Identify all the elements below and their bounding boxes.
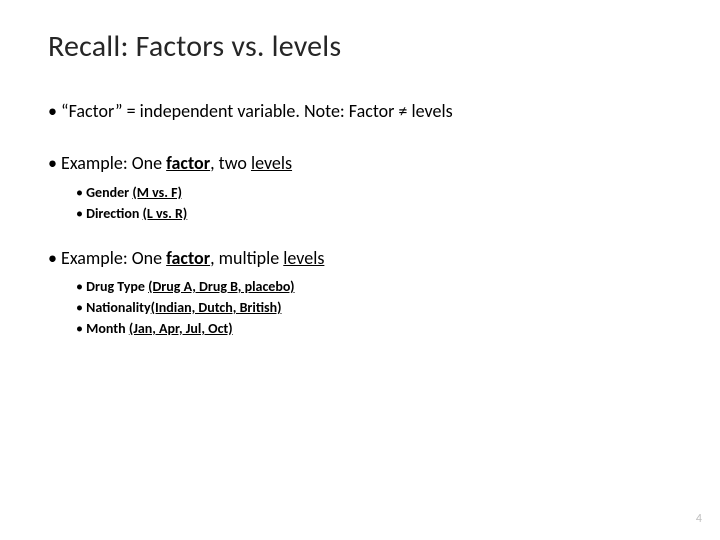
item-detail: (M vs. F) [132, 184, 182, 201]
spacer [48, 129, 672, 151]
text-segment: , multiple [210, 247, 283, 269]
text-segment: , two [210, 152, 251, 174]
page-number: 4 [696, 512, 702, 526]
slide-title: Recall: Factors vs. levels [48, 28, 672, 65]
slide: Recall: Factors vs. levels “Factor” = in… [0, 0, 720, 540]
list-item: Month (Jan, Apr, Jul, Oct) [76, 318, 672, 339]
item-label: Direction [86, 205, 142, 222]
item-detail: (Jan, Apr, Jul, Oct) [129, 320, 233, 337]
spacer [48, 224, 672, 246]
item-detail: (Indian, Dutch, British) [151, 299, 282, 316]
bullet-definition: “Factor” = independent variable. Note: F… [48, 99, 672, 123]
text-segment: levels [407, 100, 452, 122]
text-segment: Example: One [61, 152, 166, 174]
list-item: Drug Type (Drug A, Drug B, placebo) [76, 276, 672, 297]
text-segment: Example: One [61, 247, 166, 269]
list-item: Gender (M vs. F) [76, 182, 672, 203]
sub-list: Drug Type (Drug A, Drug B, placebo) Nati… [48, 276, 672, 339]
bullet-example-two-levels: Example: One factor, two levels [48, 151, 672, 175]
list-item: Direction (L vs. R) [76, 203, 672, 224]
item-label: Drug Type [86, 278, 148, 295]
item-label: Nationality [86, 299, 151, 316]
bullet-example-multiple-levels: Example: One factor, multiple levels [48, 246, 672, 270]
item-label: Month [86, 320, 129, 337]
text-segment: “Factor” = independent variable. Note: F… [61, 100, 398, 122]
item-detail: (Drug A, Drug B, placebo) [148, 278, 294, 295]
factor-word: factor [166, 247, 210, 269]
list-item: Nationality(Indian, Dutch, British) [76, 297, 672, 318]
levels-word: levels [283, 247, 324, 269]
factor-word: factor [166, 152, 210, 174]
item-label: Gender [86, 184, 132, 201]
sub-list: Gender (M vs. F) Direction (L vs. R) [48, 182, 672, 224]
item-detail: (L vs. R) [143, 205, 188, 222]
levels-word: levels [251, 152, 292, 174]
